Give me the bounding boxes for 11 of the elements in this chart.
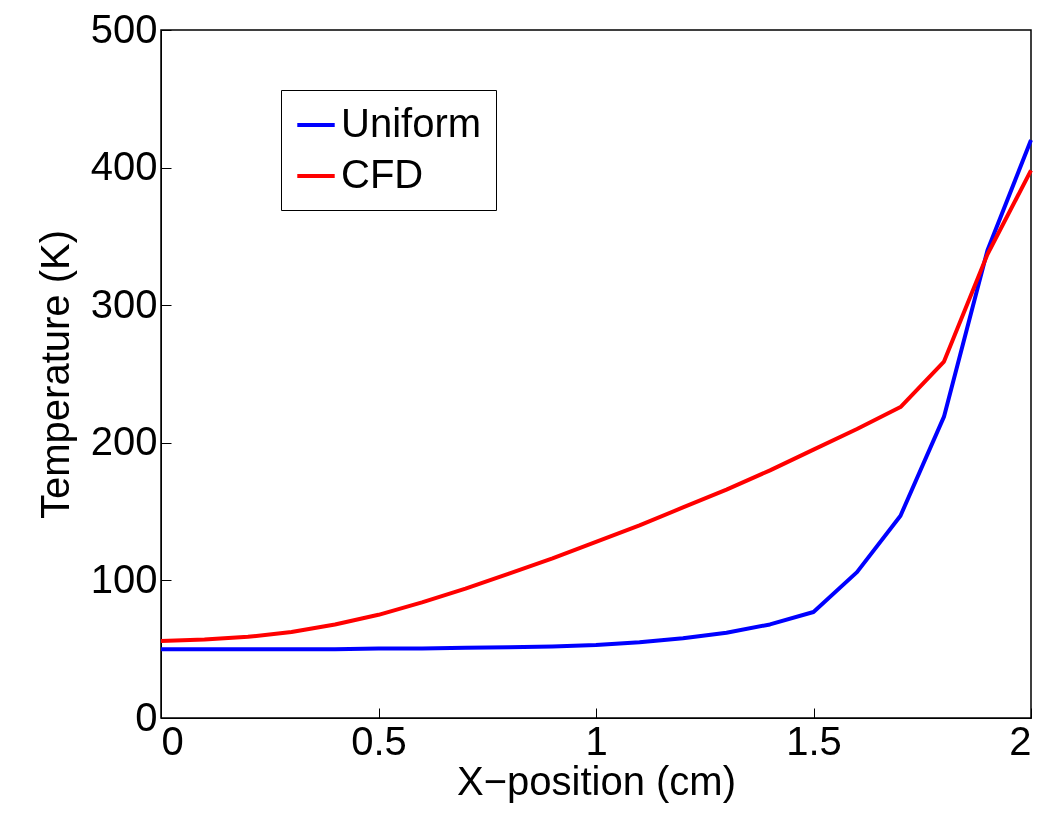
x-tick-label: 1.5 (786, 718, 842, 763)
y-tick-label: 300 (90, 281, 158, 326)
x-tick-label: 2 (1009, 718, 1032, 763)
y-tick-label: 200 (90, 419, 158, 464)
y-tick-label: 400 (90, 144, 158, 189)
y-tick-label: 500 (90, 6, 158, 51)
y-tick-label: 100 (90, 556, 158, 601)
y-axis-title: Temperature (K) (32, 230, 77, 519)
legend-label: CFD (341, 152, 424, 196)
legend-label: Uniform (341, 101, 482, 145)
x-tick-label: 0.5 (351, 718, 407, 763)
